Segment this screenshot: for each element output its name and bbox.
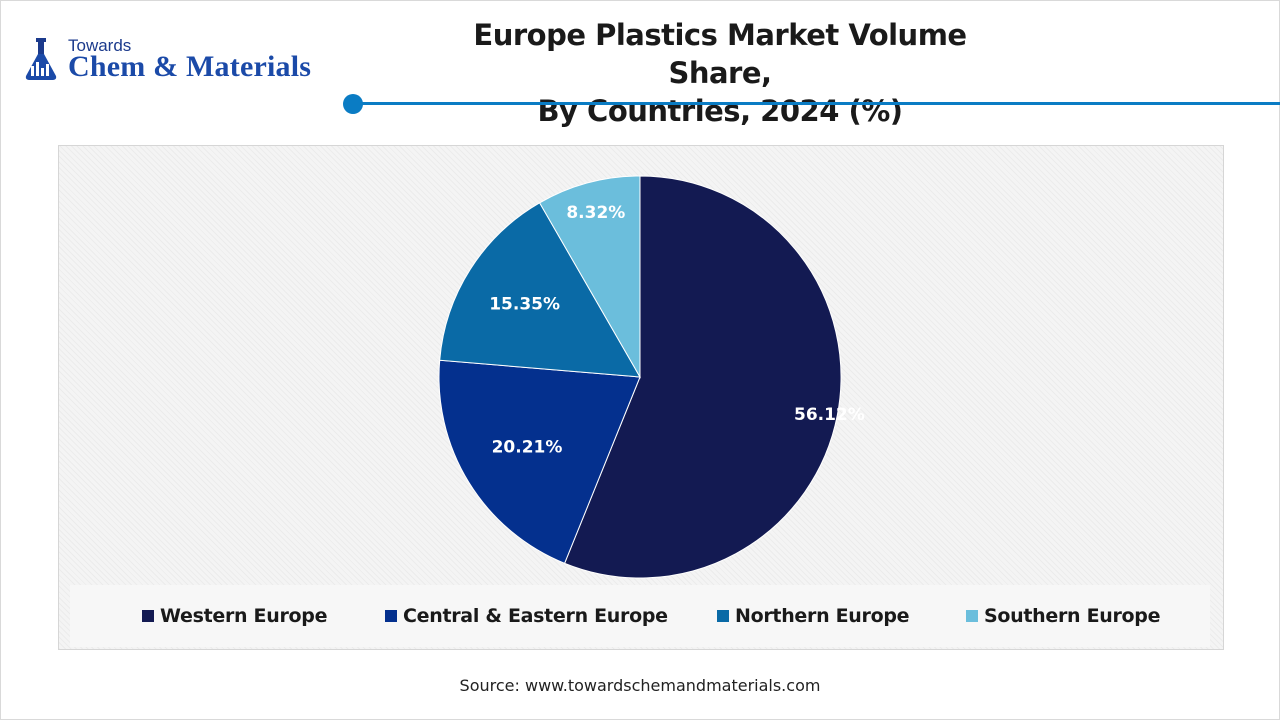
brand-logo: Towards Chem & Materials <box>22 34 342 86</box>
slice-southern-europe <box>538 175 641 379</box>
data-label: 20.21% <box>492 437 563 457</box>
legend-item-western-europe: Western Europe <box>142 605 328 627</box>
brand-small-text: Towards <box>68 36 132 55</box>
legend-item-northern-europe: Northern Europe <box>717 605 910 627</box>
title-line-2: By Countries, 2024 (%) <box>537 94 903 128</box>
data-label: 56.12% <box>794 405 865 425</box>
slice-northern-europe <box>439 202 641 378</box>
brand-name: Chem & Materials <box>68 50 312 83</box>
header-rule <box>353 102 1280 105</box>
legend-swatch <box>142 610 154 622</box>
data-label: 8.32% <box>566 203 625 223</box>
header-rule-dot <box>343 94 363 114</box>
legend-swatch <box>966 610 978 622</box>
legend-label: Northern Europe <box>735 605 910 627</box>
chart-title: Europe Plastics Market Volume Share, By … <box>420 16 1020 130</box>
legend-label: Central & Eastern Europe <box>403 605 668 627</box>
slice-central-eastern-europe <box>438 359 641 564</box>
legend-item-southern-europe: Southern Europe <box>966 605 1161 627</box>
legend-item-central-eastern-europe: Central & Eastern Europe <box>385 605 668 627</box>
source-note: Source: www.towardschemandmaterials.com <box>459 676 821 695</box>
data-label: 15.35% <box>489 295 560 315</box>
legend-label: Western Europe <box>160 605 328 627</box>
legend-label: Southern Europe <box>984 605 1161 627</box>
legend-swatch <box>717 610 729 622</box>
legend-swatch <box>385 610 397 622</box>
title-line-1: Europe Plastics Market Volume Share, <box>473 18 967 90</box>
flask-icon <box>25 38 57 80</box>
slice-western-europe <box>563 175 842 579</box>
chart-legend: Western Europe Central & Eastern Europe … <box>70 585 1210 647</box>
